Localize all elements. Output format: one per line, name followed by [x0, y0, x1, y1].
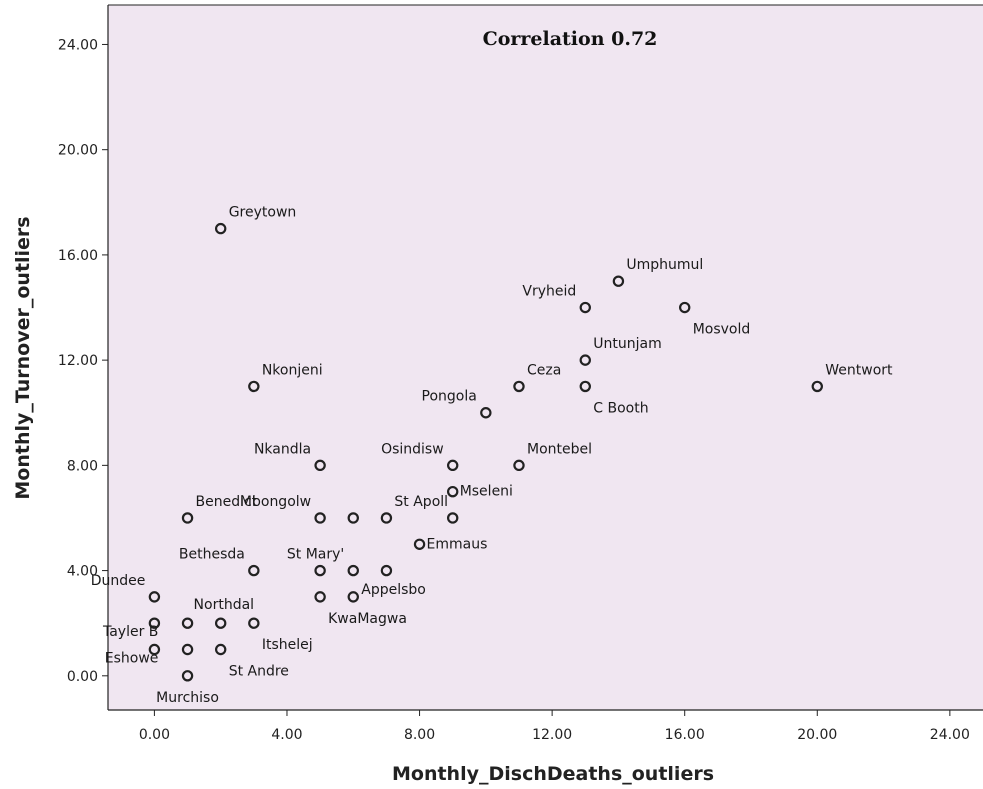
data-point: [248, 617, 260, 629]
y-tick-label: 4.00: [67, 564, 98, 580]
point-label: Emmaus: [427, 536, 488, 552]
data-point: [314, 512, 326, 524]
point-label: Untunjam: [593, 336, 661, 352]
plot-area: [108, 5, 983, 710]
data-point: [612, 275, 625, 287]
point-label: Pongola: [422, 389, 477, 405]
data-point: [446, 512, 459, 524]
x-tick-label: 12.00: [532, 727, 572, 743]
y-tick-label: 12.00: [58, 353, 98, 369]
point-label: Mseleni: [460, 484, 513, 500]
y-tick-label: 8.00: [67, 458, 98, 474]
data-point: [579, 354, 591, 366]
data-point: [579, 380, 591, 393]
data-point: [347, 512, 359, 524]
x-axis-title: Monthly_DischDeaths_outliers: [392, 763, 714, 785]
point-label: St Andre: [229, 663, 289, 679]
point-label: Mosvold: [693, 322, 751, 338]
x-tick-label: 20.00: [797, 727, 837, 743]
point-label: Dundee: [91, 573, 146, 589]
correlation-annotation: Correlation 0.72: [483, 28, 658, 50]
data-point: [380, 512, 393, 524]
y-tick-label: 20.00: [58, 143, 98, 159]
data-point: [181, 617, 194, 629]
data-points: Greytown Umphumul Vryheid Mosvold Untunjam Nk…: [91, 205, 893, 706]
data-point: [214, 643, 227, 656]
data-point: [579, 301, 591, 314]
point-label: Benedict: [196, 494, 258, 510]
data-point: [314, 459, 326, 472]
data-point: [181, 643, 194, 656]
data-point: [214, 222, 227, 235]
data-point: [513, 380, 525, 393]
y-tick-label: 16.00: [58, 248, 98, 264]
data-point: [148, 643, 161, 656]
point-label: Murchiso: [156, 690, 219, 706]
data-point: [446, 459, 459, 472]
data-point: [148, 617, 161, 629]
data-point: [480, 407, 492, 419]
data-point: [214, 617, 227, 629]
axis-ticks: 0.00 4.00 8.00 12.00 16.00 20.00 24.00 0.00 4.00…: [58, 37, 970, 743]
data-point: [413, 538, 426, 550]
x-tick-label: 0.00: [139, 727, 170, 743]
point-label: Tayler B: [102, 624, 158, 640]
point-label: Appelsbo: [361, 582, 426, 598]
x-tick-label: 4.00: [271, 727, 302, 743]
data-point: [148, 591, 161, 603]
point-label: Eshowe: [105, 650, 159, 666]
point-label: C Booth: [593, 400, 648, 416]
point-label: Itshelej: [262, 637, 313, 653]
data-point: [380, 564, 393, 577]
point-label: KwaMagwa: [328, 611, 407, 627]
point-label: Vryheid: [522, 284, 576, 300]
point-label: Osindisw: [381, 441, 444, 457]
point-label: Montebel: [527, 441, 592, 457]
point-label: Bethesda: [179, 547, 245, 563]
point-label: Wentwort: [825, 362, 893, 378]
point-label: St Mary': [287, 547, 344, 563]
point-label: Umphumul: [626, 257, 703, 273]
x-tick-label: 24.00: [930, 727, 970, 743]
data-point: [679, 301, 691, 314]
data-point: [446, 485, 459, 498]
data-point: [181, 670, 194, 682]
data-point: [248, 564, 260, 577]
point-label: Nkonjeni: [262, 362, 323, 378]
point-label: Mbongolw: [240, 494, 311, 510]
point-label: Nkandla: [254, 441, 311, 457]
data-point: [811, 380, 823, 393]
data-point: [181, 512, 194, 524]
data-point: [513, 459, 525, 472]
y-tick-label: 24.00: [58, 37, 98, 53]
data-point: [347, 564, 359, 577]
x-tick-label: 8.00: [404, 727, 435, 743]
point-label: Northdal: [194, 597, 255, 613]
data-point: [314, 591, 326, 603]
point-label: Ceza: [527, 362, 561, 378]
data-point: [347, 591, 359, 603]
x-tick-label: 16.00: [665, 727, 705, 743]
point-label: Greytown: [229, 205, 297, 221]
data-point: [314, 564, 326, 577]
data-point: [248, 380, 260, 393]
point-label: St Apoll: [394, 494, 448, 510]
y-axis-title: Monthly_Turnover_outliers: [12, 216, 34, 499]
y-tick-label: 0.00: [67, 669, 98, 685]
